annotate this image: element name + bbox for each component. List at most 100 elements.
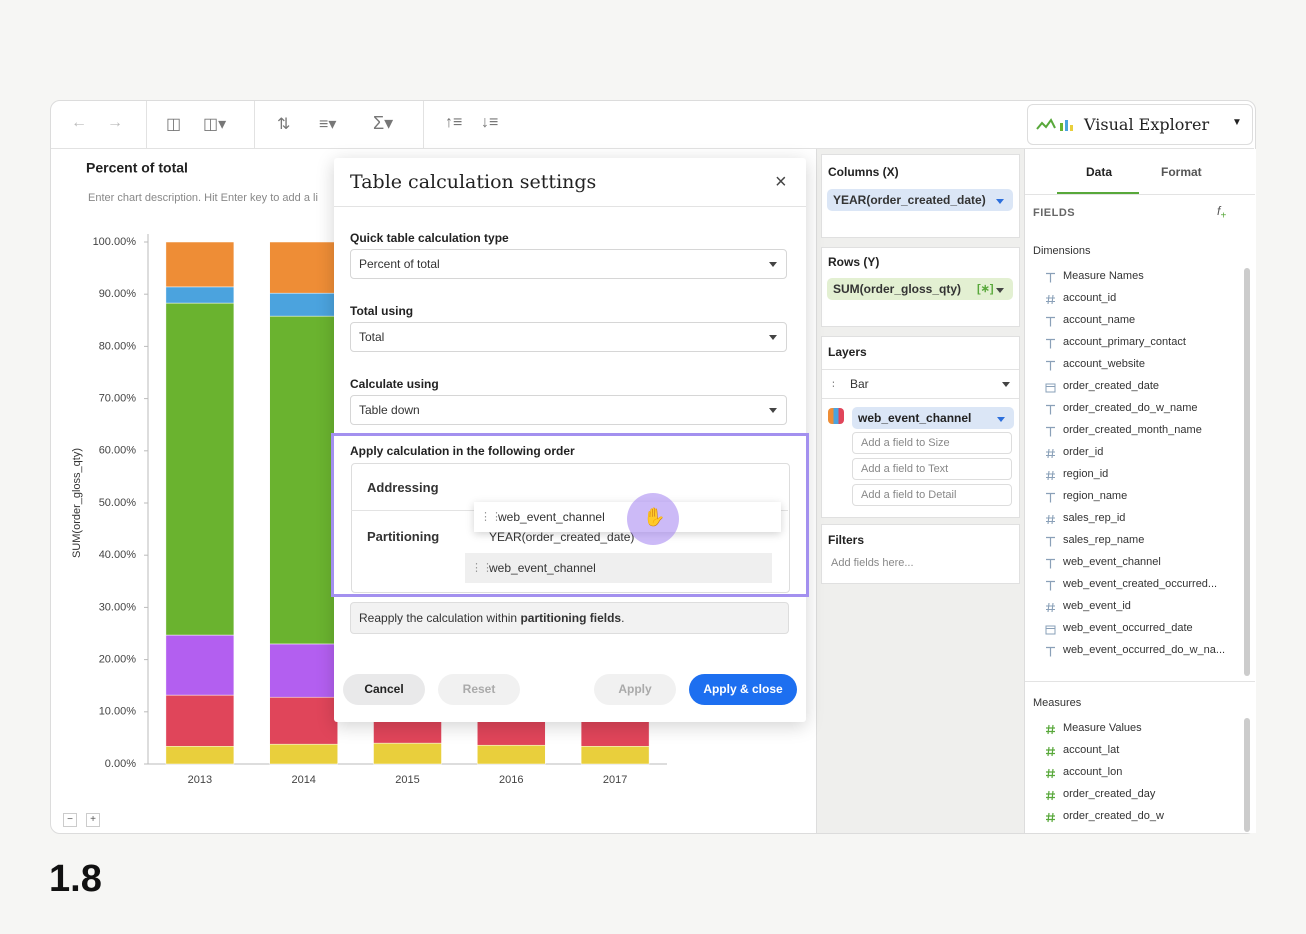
reset-button[interactable]: Reset: [438, 674, 520, 705]
apply-button[interactable]: Apply: [594, 674, 676, 705]
bar-segment: [166, 242, 234, 287]
y-axis-label: SUM(order_gloss_qty): [71, 448, 83, 558]
add-formula[interactable]: f+: [1217, 204, 1226, 221]
close[interactable]: ×: [775, 171, 787, 194]
field-item[interactable]: account_id: [1063, 292, 1116, 304]
y-tick-label: 70.00%: [99, 393, 137, 405]
y-tick-label: 80.00%: [99, 340, 137, 352]
shelf-pill[interactable]: YEAR(order_created_date): [827, 189, 1013, 211]
divider: [1025, 681, 1255, 682]
y-tick-label: 60.00%: [99, 445, 137, 457]
shelf-pill[interactable]: SUM(order_gloss_qty)[∗]: [827, 278, 1013, 300]
tab[interactable]: Format: [1161, 165, 1202, 179]
select-value: Percent of total: [359, 257, 440, 271]
y-tick-label: 10.00%: [99, 706, 137, 718]
x-tick-label: 2014: [291, 774, 315, 786]
scrollbar[interactable]: [1244, 268, 1250, 676]
field-item[interactable]: web_event_channel: [1063, 556, 1161, 568]
chart-subtitle[interactable]: Enter chart description. Hit Enter key t…: [88, 192, 318, 204]
field-item[interactable]: order_id: [1063, 446, 1103, 458]
bar-segment: [270, 293, 338, 316]
filter-placeholder[interactable]: Add fields here...: [831, 557, 914, 569]
field-item[interactable]: order_created_date: [1063, 380, 1159, 392]
divider: [334, 206, 806, 207]
dialog-title: Table calculation settings: [350, 171, 596, 193]
field-icon: [1045, 470, 1056, 481]
color-pill[interactable]: web_event_channel: [852, 407, 1014, 429]
field-icon: [1045, 624, 1056, 635]
field-icon: [1045, 812, 1056, 823]
apply-close-button[interactable]: Apply & close: [689, 674, 797, 705]
field-icon: [1045, 448, 1056, 459]
field-icon: [1045, 602, 1056, 613]
field-item[interactable]: Measure Values: [1063, 722, 1142, 734]
app-title: Visual Explorer: [1084, 115, 1209, 134]
field-item[interactable]: web_event_occurred_date: [1063, 622, 1193, 634]
bar-segment: [166, 287, 234, 303]
scrollbar[interactable]: [1244, 718, 1250, 832]
size-drop[interactable]: Add a field to Size: [852, 432, 1012, 454]
x-tick-label: 2013: [188, 774, 212, 786]
bar-segment: [581, 746, 649, 764]
bar-segment: [374, 743, 442, 764]
hint-end: .: [621, 611, 624, 625]
field-item[interactable]: web_event_created_occurred...: [1063, 578, 1217, 590]
select[interactable]: Total: [350, 322, 787, 352]
rows-shelf: Rows (Y) SUM(order_gloss_qty)[∗]: [821, 247, 1020, 327]
partition-item[interactable]: ⋮⋮web_event_channel: [465, 553, 772, 583]
tab[interactable]: Data: [1086, 165, 1112, 179]
field-icon: [1045, 426, 1056, 437]
field-item[interactable]: region_name: [1063, 490, 1127, 502]
field-item[interactable]: order_created_month_name: [1063, 424, 1202, 436]
shelf-label: Layers: [828, 345, 867, 359]
field-item[interactable]: sales_rep_id: [1063, 512, 1125, 524]
field-item[interactable]: order_created_do_w_name: [1063, 402, 1198, 414]
pill-text: web_event_channel: [858, 411, 971, 425]
field-icon: [1045, 790, 1056, 801]
field-label: Calculate using: [350, 377, 439, 391]
cancel-button[interactable]: Cancel: [343, 674, 425, 705]
field-item[interactable]: sales_rep_name: [1063, 534, 1144, 546]
bar-segment: [270, 697, 338, 744]
partition-field: web_event_channel: [489, 561, 596, 575]
section-label: Measures: [1033, 697, 1081, 709]
color-icon: [828, 408, 844, 424]
bar-segment: [477, 745, 545, 764]
field-item[interactable]: order_created_day: [1063, 788, 1155, 800]
x-tick-label: 2017: [603, 774, 627, 786]
shelf-label: Columns (X): [828, 165, 899, 179]
field-item[interactable]: order_created_do_w: [1063, 810, 1164, 822]
chart-title: Percent of total: [86, 160, 188, 176]
detail-drop[interactable]: Add a field to Detail: [852, 484, 1012, 506]
field-icon: [1045, 272, 1056, 283]
app-switcher[interactable]: Visual Explorer ▼: [1027, 104, 1253, 145]
field-icon: [1045, 404, 1056, 415]
select[interactable]: Percent of total: [350, 249, 787, 279]
mark-select[interactable]: ∶Bar: [822, 369, 1019, 399]
field-icon: [1045, 724, 1056, 735]
pill-text: YEAR(order_created_date): [833, 193, 986, 207]
select-value: Table down: [359, 403, 420, 417]
caret: [769, 408, 777, 417]
field-icon: [1045, 316, 1056, 327]
partition-field[interactable]: YEAR(order_created_date): [489, 530, 634, 544]
select[interactable]: Table down: [350, 395, 787, 425]
filters-shelf: Filters Add fields here...: [821, 524, 1020, 584]
caret: ▼: [1232, 117, 1242, 128]
bar-segment: [166, 746, 234, 764]
field-item[interactable]: web_event_occurred_do_w_na...: [1063, 644, 1225, 656]
field-label: Quick table calculation type: [350, 231, 509, 245]
bar-segment: [166, 303, 234, 635]
y-tick-label: 100.00%: [93, 236, 137, 248]
text-drop[interactable]: Add a field to Text: [852, 458, 1012, 480]
field-item[interactable]: account_lon: [1063, 766, 1122, 778]
field-item[interactable]: Measure Names: [1063, 270, 1144, 282]
field-item[interactable]: account_primary_contact: [1063, 336, 1186, 348]
field-item[interactable]: region_id: [1063, 468, 1108, 480]
bar-segment: [270, 316, 338, 644]
field-item[interactable]: account_lat: [1063, 744, 1119, 756]
field-item[interactable]: account_name: [1063, 314, 1135, 326]
y-tick-label: 0.00%: [105, 758, 136, 770]
field-item[interactable]: account_website: [1063, 358, 1145, 370]
field-item[interactable]: web_event_id: [1063, 600, 1131, 612]
